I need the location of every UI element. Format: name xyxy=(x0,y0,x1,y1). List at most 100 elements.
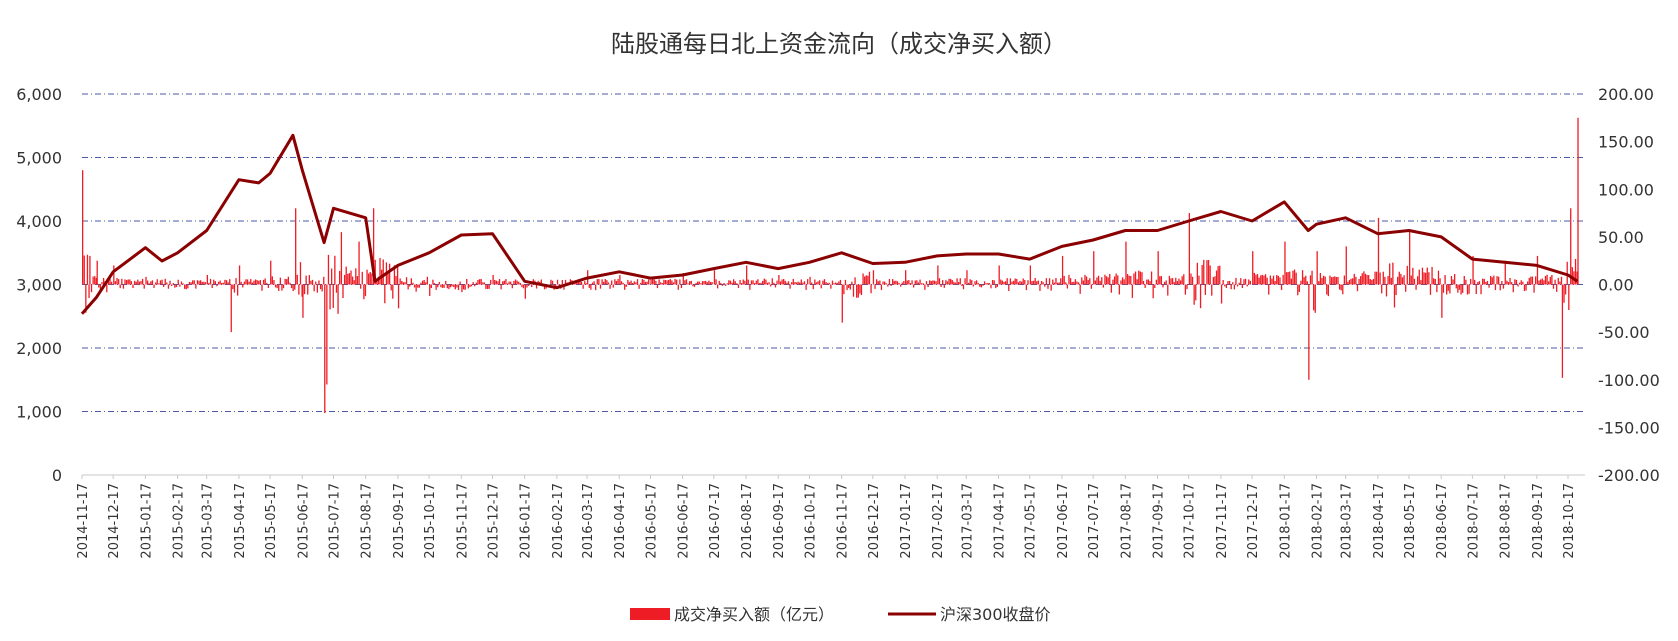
bar-mark xyxy=(1381,284,1383,294)
bar-mark xyxy=(232,284,234,290)
bar-mark xyxy=(503,280,505,285)
bar-mark xyxy=(930,280,932,285)
bar-mark xyxy=(1527,281,1529,285)
bar-mark xyxy=(379,257,381,285)
bar-mark xyxy=(1552,284,1555,289)
bar-mark xyxy=(1429,284,1432,295)
bar-mark xyxy=(1398,271,1400,285)
bar-mark xyxy=(390,284,392,291)
x-tick-label: 2016-11-17 xyxy=(836,483,851,559)
bar-mark xyxy=(908,280,910,285)
bar-mark xyxy=(1327,284,1330,297)
x-tick-label: 2015-10-17 xyxy=(423,483,438,559)
bar-mark xyxy=(372,208,375,285)
bar-mark xyxy=(996,284,999,287)
bar-mark xyxy=(1491,277,1493,285)
bar-mark xyxy=(1126,274,1129,285)
bar-mark xyxy=(251,282,254,285)
bar-mark xyxy=(129,279,131,285)
bar-mark xyxy=(1268,284,1270,295)
bar-mark xyxy=(770,284,772,287)
bar-mark xyxy=(1175,277,1177,285)
bar-mark xyxy=(456,284,458,288)
bar-mark xyxy=(555,284,557,287)
bar-mark xyxy=(331,268,333,285)
bar-mark xyxy=(771,278,773,285)
bar-mark xyxy=(1412,267,1414,285)
bar-mark xyxy=(1460,284,1462,295)
bar-mark xyxy=(720,282,722,285)
bar-mark xyxy=(641,279,643,285)
bar-mark xyxy=(1060,278,1062,285)
bar-mark xyxy=(1252,251,1254,285)
bar-mark xyxy=(1556,284,1558,292)
bar-mark xyxy=(1128,275,1130,285)
bar-mark xyxy=(1554,279,1556,285)
bar-mark xyxy=(1284,241,1286,285)
bar-mark xyxy=(1478,281,1481,285)
bar-mark xyxy=(857,284,859,298)
bar-mark xyxy=(401,280,403,285)
x-tick-label: 2018-08-17 xyxy=(1499,483,1514,559)
bar-mark xyxy=(513,280,515,285)
bar-mark xyxy=(779,281,782,285)
bar-mark xyxy=(208,282,210,285)
x-tick-label: 2017-09-17 xyxy=(1152,483,1167,559)
bar-mark xyxy=(347,273,349,285)
bar-mark xyxy=(773,282,775,285)
bar-mark xyxy=(803,281,806,285)
bar-mark xyxy=(435,284,437,290)
bar-mark xyxy=(121,278,123,285)
bar-mark xyxy=(1191,276,1194,285)
x-tick-label: 2016-12-17 xyxy=(867,483,882,559)
bar-mark xyxy=(1455,284,1457,289)
bar-mark xyxy=(885,283,887,285)
x-tick-label: 2016-01-17 xyxy=(519,483,534,559)
bar-mark xyxy=(1372,278,1375,285)
bar-mark xyxy=(161,279,163,285)
bar-mark xyxy=(466,278,468,285)
bar-mark xyxy=(388,263,391,285)
bar-mark xyxy=(1269,275,1271,285)
bar-mark xyxy=(185,284,187,290)
bar-mark xyxy=(1447,284,1449,291)
bar-mark xyxy=(1113,276,1116,285)
bar-mark xyxy=(1489,275,1492,285)
bar-mark xyxy=(213,279,215,285)
bar-mark xyxy=(838,281,840,285)
bar-mark xyxy=(162,284,165,287)
bar-mark xyxy=(1050,284,1052,291)
bar-mark xyxy=(966,270,968,285)
bar-mark xyxy=(1107,277,1109,285)
bar-mark xyxy=(1463,275,1465,285)
bar-mark xyxy=(1348,279,1351,285)
bar-mark xyxy=(138,281,141,285)
bar-mark xyxy=(849,284,851,290)
bar-mark xyxy=(706,282,708,285)
bar-mark xyxy=(1090,284,1093,289)
bar-mark xyxy=(1008,284,1010,292)
bar-mark xyxy=(1024,279,1026,285)
bar-mark xyxy=(711,282,713,285)
bar-mark xyxy=(1340,284,1342,291)
bar-mark xyxy=(107,280,110,285)
bar-mark xyxy=(962,284,965,290)
bar-mark xyxy=(591,282,594,285)
bar-mark xyxy=(1433,278,1435,285)
bar-mark xyxy=(1574,258,1577,285)
bar-mark xyxy=(664,280,667,285)
bar-mark xyxy=(1413,278,1416,285)
bar-mark xyxy=(1338,284,1341,290)
bar-mark xyxy=(945,280,947,285)
bar-mark xyxy=(524,284,526,299)
bar-mark xyxy=(227,282,229,285)
bar-mark xyxy=(233,284,236,293)
bar-mark xyxy=(846,284,848,291)
x-tick-label: 2018-02-17 xyxy=(1311,483,1326,559)
bar-mark xyxy=(1543,280,1545,285)
bar-mark xyxy=(760,282,762,285)
bar-mark xyxy=(1077,282,1080,285)
bar-mark xyxy=(1170,278,1172,285)
bar-mark xyxy=(1400,273,1402,285)
bar-mark xyxy=(1087,279,1089,285)
